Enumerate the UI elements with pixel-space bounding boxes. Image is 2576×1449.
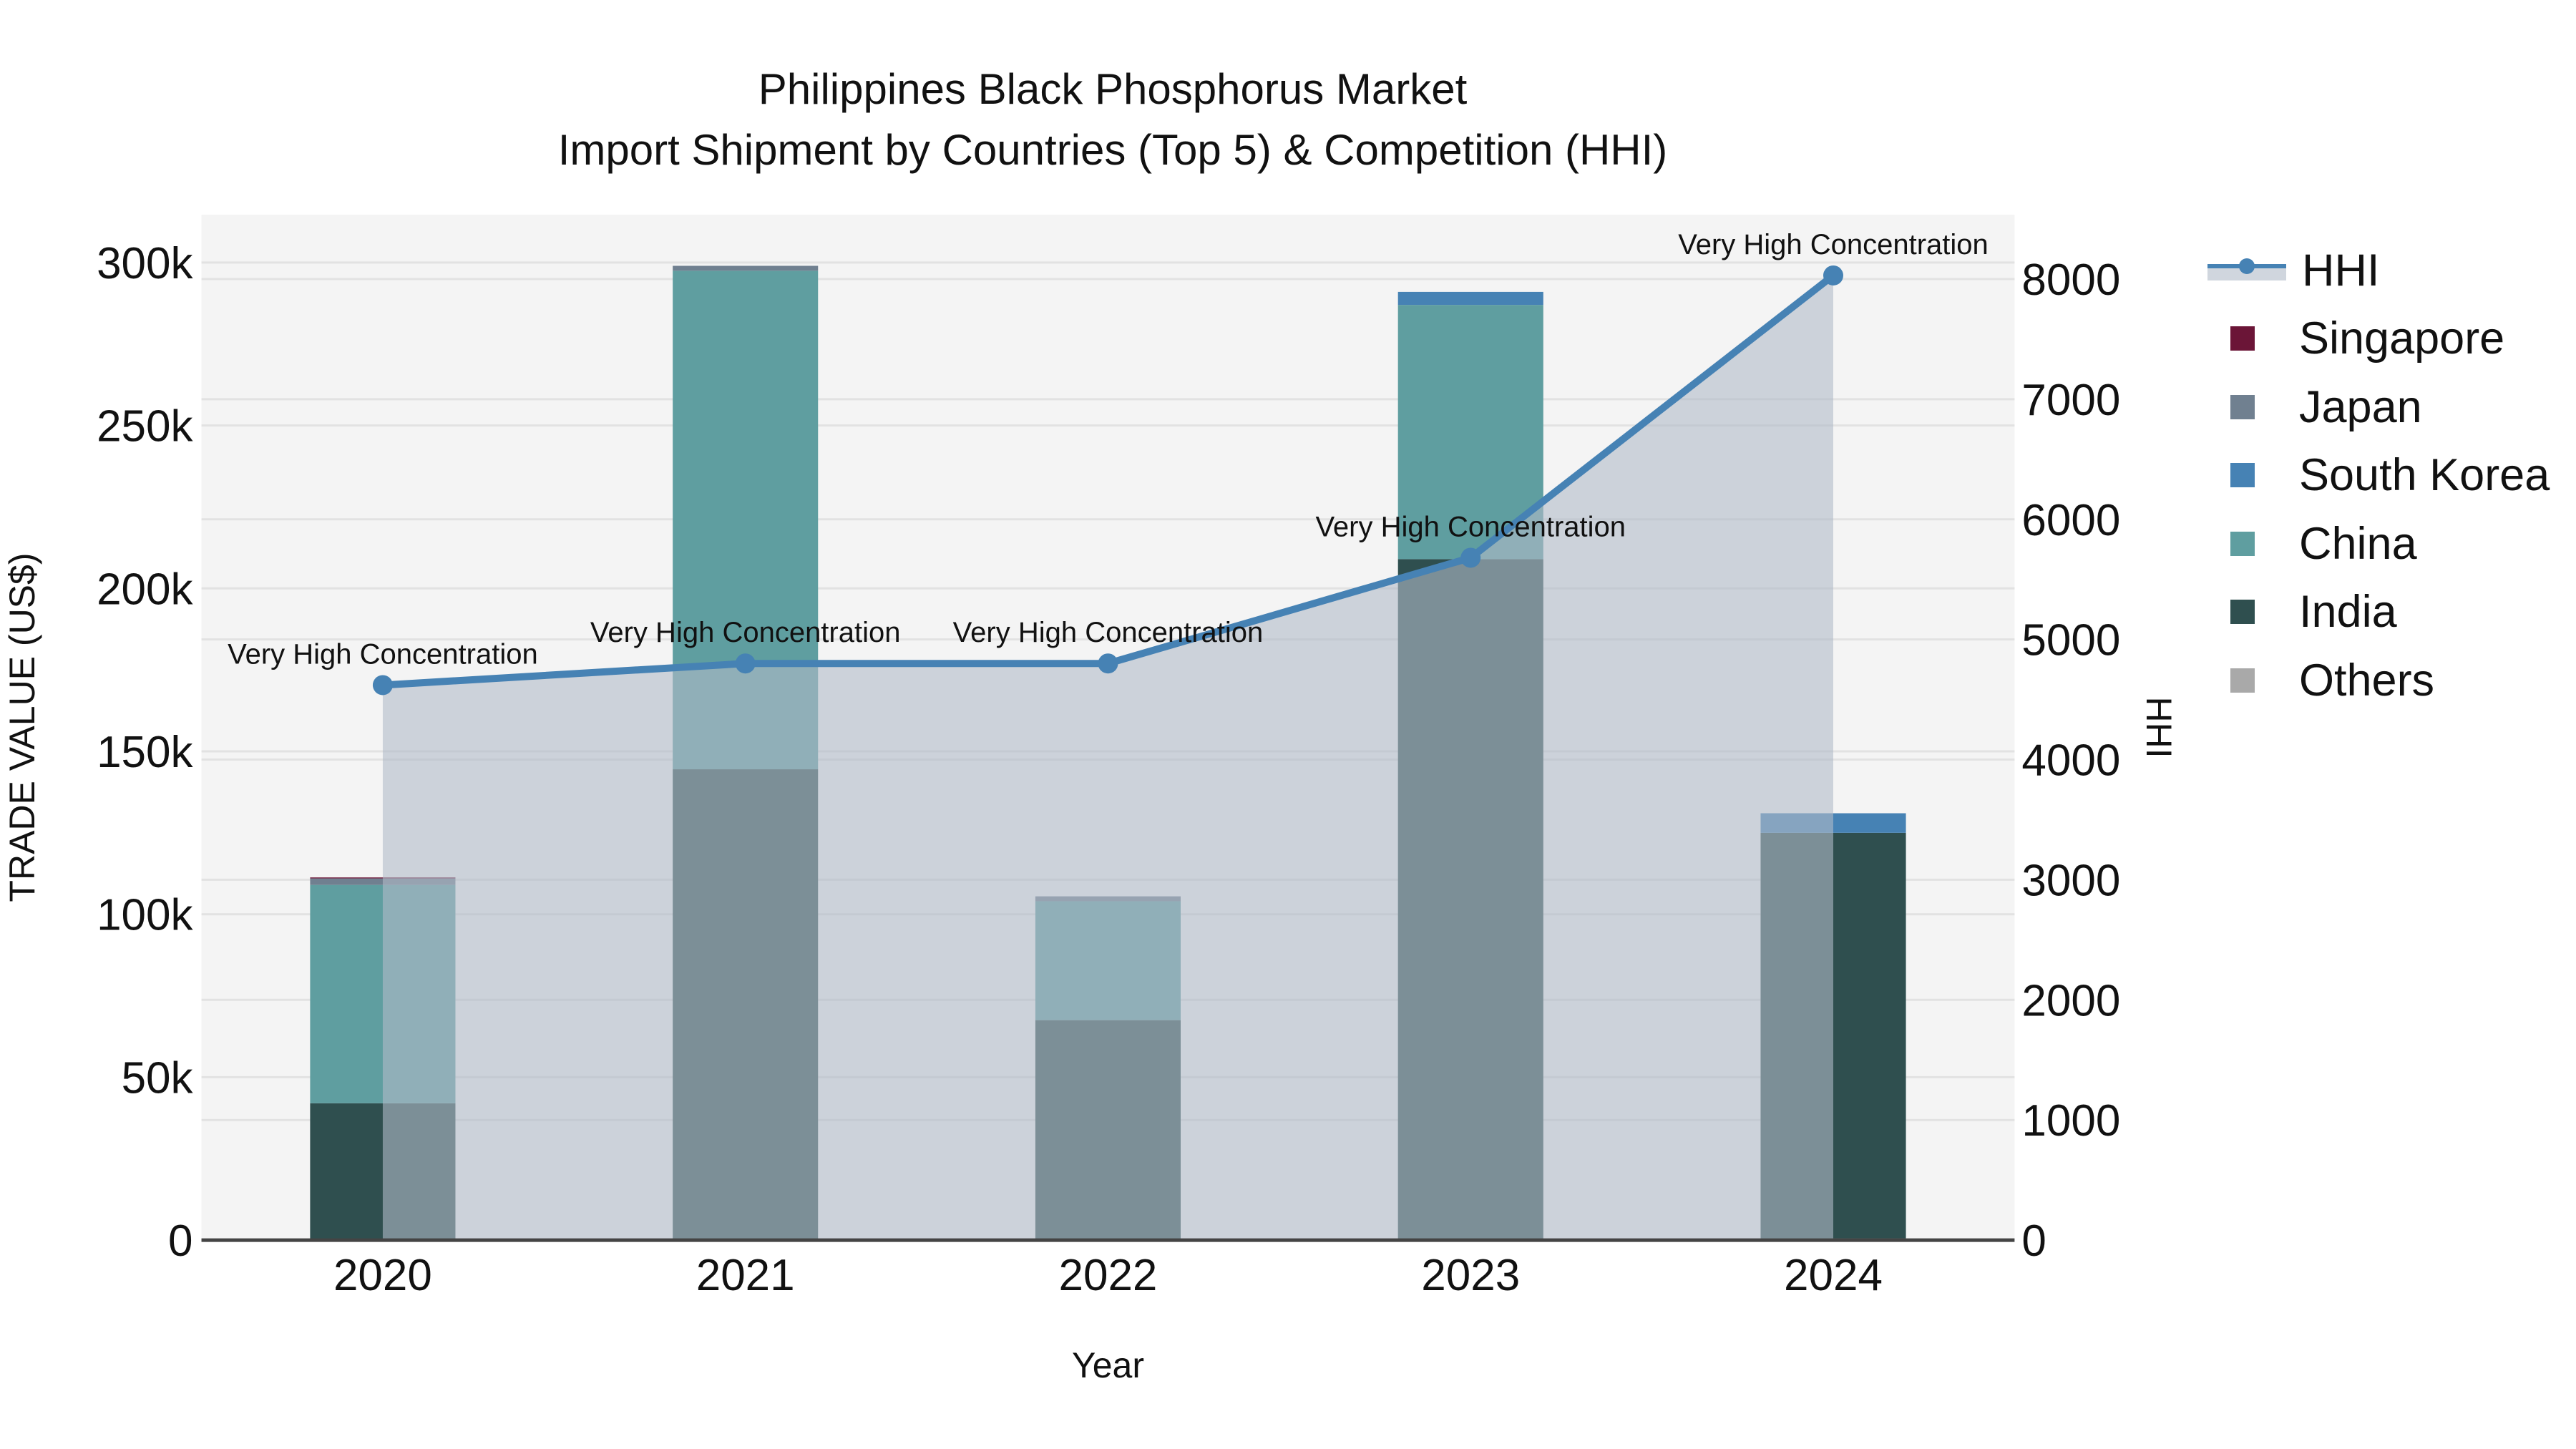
y-right-tick: 3000 [2021, 856, 2120, 905]
y-left-axis-title: TRADE VALUE (US$) [2, 553, 42, 902]
hhi-annotation: Very High Concentration [1678, 229, 1989, 260]
hhi-marker[interactable] [1460, 547, 1481, 568]
y-right-tick: 5000 [2021, 616, 2120, 665]
legend-item-japan[interactable]: Japan [2207, 373, 2550, 441]
x-tick: 2022 [1058, 1251, 1157, 1300]
y-left-tick: 250k [97, 402, 193, 452]
hhi-marker[interactable] [372, 675, 393, 696]
legend-item-others[interactable]: Others [2207, 646, 2550, 715]
legend-label: HHI [2302, 245, 2380, 296]
legend-item-singapore[interactable]: Singapore [2207, 305, 2550, 374]
bar-segment-japan[interactable] [310, 878, 456, 885]
x-axis-title: Year [1072, 1345, 1144, 1385]
hhi-marker[interactable] [1098, 653, 1118, 674]
x-tick: 2020 [333, 1251, 432, 1300]
annotations: Very High Concentration Very High Concent… [228, 229, 1989, 670]
y-left-tick: 100k [97, 891, 193, 940]
y-left-tick: 0 [168, 1216, 192, 1266]
legend-item-india[interactable]: India [2207, 578, 2550, 647]
legend-item-china[interactable]: China [2207, 509, 2550, 578]
color-swatch-icon [2230, 326, 2255, 351]
legend-label: Singapore [2299, 313, 2505, 364]
legend: HHI Singapore Japan South Korea China India Ot… [2207, 236, 2550, 715]
legend-label: China [2299, 518, 2417, 569]
x-tick: 2021 [696, 1251, 795, 1300]
color-swatch-icon [2230, 600, 2255, 625]
hhi-area [382, 275, 1834, 1241]
color-swatch-icon [2230, 394, 2255, 419]
bar-segment-japan[interactable] [673, 265, 819, 271]
color-swatch-icon [2230, 463, 2255, 488]
y-left-tick: 300k [97, 239, 193, 288]
y-left-tick: 50k [122, 1053, 194, 1103]
legend-label: South Korea [2299, 450, 2550, 501]
legend-label: India [2299, 587, 2397, 638]
color-swatch-icon [2230, 531, 2255, 556]
color-swatch-icon [2230, 668, 2255, 693]
hhi-annotation: Very High Concentration [590, 617, 901, 648]
y-right-tick: 2000 [2021, 976, 2120, 1025]
chart-title: Philippines Black Phosphorus Market [758, 65, 1468, 113]
hhi-marker[interactable] [735, 653, 756, 674]
y-right-tick: 7000 [2021, 376, 2120, 425]
axes: 0 50k 100k 150k 200k 250k 300k 0 1000 2000 3000 400… [2, 239, 2179, 1385]
x-tick: 2024 [1784, 1251, 1883, 1300]
y-right-tick: 1000 [2021, 1096, 2120, 1146]
bar-segment-singapore[interactable] [310, 877, 456, 879]
x-tick: 2023 [1421, 1251, 1520, 1300]
hhi-annotation: Very High Concentration [228, 638, 538, 670]
y-right-tick: 6000 [2021, 496, 2120, 545]
y-left-tick: 150k [97, 728, 193, 777]
legend-label: Others [2299, 655, 2435, 706]
hhi-annotation: Very High Concentration [953, 617, 1264, 648]
legend-item-south-korea[interactable]: South Korea [2207, 441, 2550, 510]
line-marker-icon [2207, 258, 2286, 283]
legend-item-hhi[interactable]: HHI [2207, 236, 2550, 305]
legend-label: Japan [2299, 381, 2422, 432]
y-right-axis-title: HHI [2139, 696, 2179, 758]
hhi-annotation: Very High Concentration [1315, 511, 1626, 542]
y-right-tick: 4000 [2021, 736, 2120, 786]
hhi-marker[interactable] [1823, 265, 1844, 286]
chart-subtitle: Import Shipment by Countries (Top 5) & C… [557, 126, 1668, 174]
bar-segment-south-korea[interactable] [1397, 291, 1543, 306]
y-left-tick: 200k [97, 565, 193, 614]
y-right-tick: 0 [2021, 1216, 2046, 1266]
y-right-tick: 8000 [2021, 255, 2120, 305]
hhi-series [372, 265, 1844, 1241]
